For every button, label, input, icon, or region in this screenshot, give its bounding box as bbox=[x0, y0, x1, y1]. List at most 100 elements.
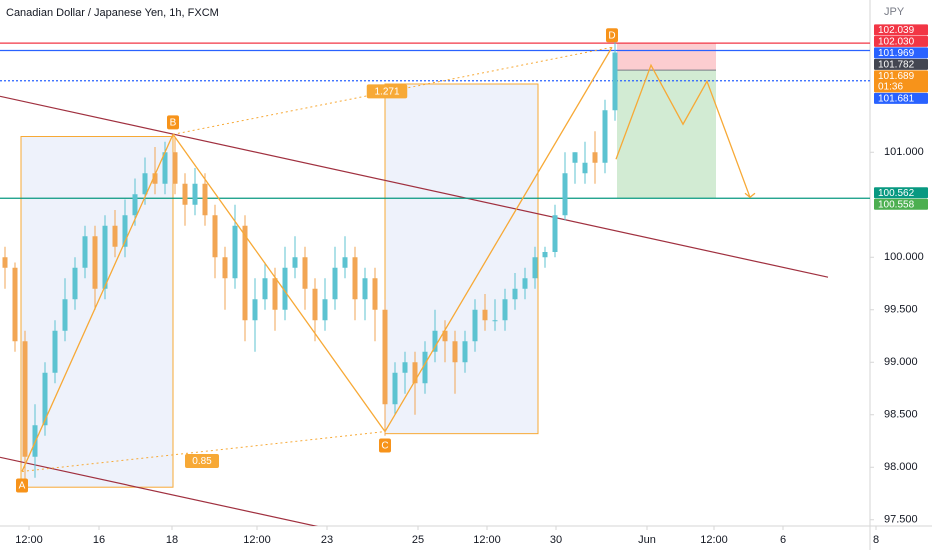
candle-body bbox=[612, 52, 618, 111]
point-label: C bbox=[381, 441, 388, 452]
price-tag-countdown: 01:36 bbox=[878, 82, 903, 93]
ratio-line bbox=[21, 431, 386, 472]
candle-body bbox=[472, 309, 478, 342]
candle-body bbox=[422, 351, 428, 384]
candle-body bbox=[232, 225, 238, 279]
candle-body bbox=[522, 278, 528, 289]
candle-body bbox=[82, 236, 88, 268]
price-tag-label: 101.681 bbox=[878, 94, 915, 105]
x-tick-label: 12:00 bbox=[700, 534, 728, 546]
candle-body bbox=[72, 267, 78, 300]
candle-body bbox=[382, 309, 388, 405]
point-badge bbox=[16, 478, 28, 493]
x-tick-label: 12:00 bbox=[243, 534, 271, 546]
x-tick-label: 8 bbox=[873, 534, 879, 546]
point-badge bbox=[379, 438, 391, 453]
trendline bbox=[0, 95, 829, 278]
price-tag-label: 100.562 bbox=[878, 188, 915, 199]
candle-body bbox=[352, 257, 358, 300]
x-tick-label: 25 bbox=[412, 534, 424, 546]
candle-body bbox=[92, 236, 98, 289]
candle-body bbox=[562, 173, 568, 216]
candle-body bbox=[192, 183, 198, 205]
currency-label: JPY bbox=[884, 6, 905, 18]
candle-body bbox=[312, 288, 318, 321]
y-tick-label: 100.000 bbox=[884, 251, 924, 263]
y-tick-label: 98.500 bbox=[884, 409, 918, 421]
x-tick-label: Jun bbox=[638, 534, 656, 546]
candle-body bbox=[492, 320, 498, 322]
x-tick-label: 16 bbox=[93, 534, 105, 546]
candle-body bbox=[582, 162, 588, 174]
projection-arrow bbox=[744, 192, 756, 199]
candle-body bbox=[142, 173, 148, 195]
candle-body bbox=[282, 267, 288, 310]
stop-zone bbox=[617, 43, 716, 71]
candle-body bbox=[292, 257, 298, 268]
candle-body bbox=[132, 194, 138, 216]
candle-body bbox=[572, 152, 578, 163]
projection-path bbox=[615, 63, 751, 198]
candle-body bbox=[42, 372, 48, 426]
candle-body bbox=[152, 173, 158, 184]
candle-body bbox=[442, 330, 448, 342]
pattern-leg bbox=[384, 46, 613, 432]
candle-body bbox=[262, 278, 268, 300]
x-tick-label: 18 bbox=[166, 534, 178, 546]
x-tick-label: 12:00 bbox=[15, 534, 43, 546]
price-tag-label: 100.558 bbox=[878, 199, 915, 210]
y-tick-label: 97.500 bbox=[884, 514, 918, 526]
y-tick-label: 98.000 bbox=[884, 461, 918, 473]
x-tick-label: 30 bbox=[550, 534, 562, 546]
x-tick-label: 23 bbox=[321, 534, 333, 546]
candle-body bbox=[462, 341, 468, 363]
candle-body bbox=[302, 257, 308, 289]
candle-body bbox=[62, 299, 68, 331]
point-badge bbox=[606, 28, 618, 43]
y-tick-label: 101.000 bbox=[884, 146, 924, 158]
candle-body bbox=[122, 215, 128, 247]
price-tag bbox=[874, 24, 928, 36]
point-label: A bbox=[19, 481, 26, 492]
y-tick-label: 99.500 bbox=[884, 304, 918, 316]
pattern-box bbox=[384, 83, 539, 435]
x-tick-label: 6 bbox=[780, 534, 786, 546]
candle-body bbox=[602, 110, 608, 163]
y-tick-label: 99.000 bbox=[884, 356, 918, 368]
candle-body bbox=[112, 225, 118, 247]
x-tick-label: 12:00 bbox=[473, 534, 501, 546]
candle-body bbox=[222, 257, 228, 279]
plot-area: 0.85 1.271 A B C D bbox=[0, 28, 870, 526]
candle-body bbox=[552, 215, 558, 252]
price-tag bbox=[874, 47, 928, 59]
price-tag bbox=[874, 92, 928, 104]
ratio-label: 1.271 bbox=[374, 86, 399, 97]
candle-body bbox=[402, 362, 408, 373]
candle-body bbox=[22, 341, 28, 457]
ratio-badge bbox=[366, 84, 408, 99]
price-tag-label: 101.969 bbox=[878, 48, 915, 59]
price-tag bbox=[874, 70, 928, 93]
price-tag bbox=[874, 187, 928, 199]
candle-body bbox=[392, 372, 398, 405]
candle-body bbox=[102, 225, 108, 289]
candle-body bbox=[372, 278, 378, 310]
trendline bbox=[0, 456, 319, 526]
pattern-leg bbox=[21, 134, 174, 472]
point-label: B bbox=[170, 118, 177, 129]
candle-body bbox=[432, 330, 438, 352]
price-tag-label: 102.039 bbox=[878, 25, 915, 36]
price-tag-label: 101.782 bbox=[878, 60, 915, 71]
candle-body bbox=[412, 362, 418, 384]
candle-body bbox=[342, 257, 348, 268]
price-tag bbox=[874, 35, 928, 47]
candle-body bbox=[532, 257, 538, 279]
candle-body bbox=[592, 152, 598, 163]
price-tag bbox=[874, 58, 928, 70]
candle-body bbox=[52, 330, 58, 373]
pattern-box bbox=[20, 136, 174, 488]
candle-body bbox=[542, 252, 548, 258]
candle-body bbox=[322, 299, 328, 321]
candle-body bbox=[482, 309, 488, 321]
candle-body bbox=[2, 257, 8, 268]
